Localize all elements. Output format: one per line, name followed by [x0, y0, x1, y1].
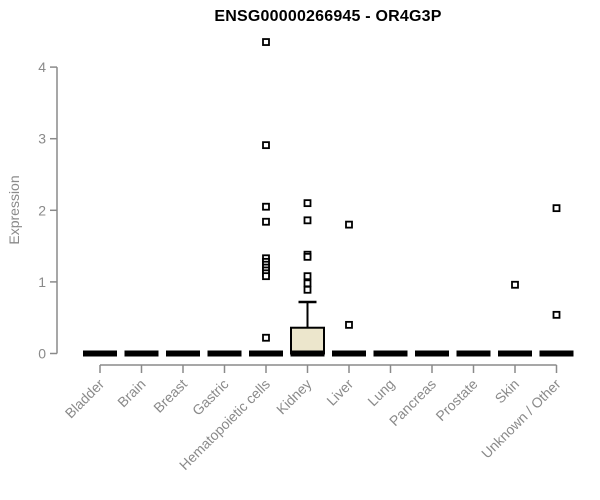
- outlier-point: [552, 310, 561, 319]
- y-tick-label: 2: [38, 202, 46, 218]
- median-bar: [498, 350, 532, 357]
- median-bar: [83, 350, 117, 357]
- x-category-label: Skin: [492, 376, 523, 407]
- y-tick-label: 3: [38, 131, 46, 147]
- outlier-point: [262, 217, 270, 226]
- outlier-point: [262, 38, 270, 46]
- outlier-point: [303, 272, 312, 281]
- median-bar: [207, 350, 242, 357]
- x-category-label: Brain: [114, 376, 148, 410]
- outlier-point: [303, 252, 312, 261]
- y-tick-label: 1: [38, 274, 46, 290]
- median-bar: [166, 350, 200, 357]
- outlier-point: [552, 204, 561, 213]
- y-tick-label: 0: [38, 346, 46, 362]
- outlier-point: [262, 202, 270, 211]
- outlier-point: [345, 220, 353, 229]
- median-bar: [415, 350, 449, 357]
- x-category-label: Liver: [323, 376, 356, 409]
- x-category-label: Bladder: [62, 376, 108, 422]
- outlier-point: [303, 279, 312, 288]
- x-category-label: Breast: [150, 376, 190, 416]
- median-bar: [373, 350, 408, 357]
- y-tick-label: 4: [38, 59, 46, 75]
- outlier-point: [303, 285, 312, 294]
- outlier-point: [511, 280, 519, 289]
- x-category-label: Lung: [364, 376, 397, 409]
- x-category-label: Prostate: [432, 376, 480, 424]
- outlier-point: [262, 272, 270, 281]
- median-bar: [332, 350, 366, 357]
- median-bar: [539, 350, 574, 357]
- x-category-label: Unknown / Other: [478, 376, 564, 462]
- median-bar: [124, 350, 159, 357]
- median-bar: [290, 350, 325, 357]
- outlier-point: [262, 141, 270, 150]
- chart-title: ENSG00000266945 - OR4G3P: [214, 8, 442, 25]
- outlier-point: [303, 216, 312, 225]
- outlier-point: [262, 333, 270, 342]
- outlier-point: [345, 320, 353, 329]
- x-category-label: Kidney: [273, 376, 315, 418]
- outlier-point: [303, 199, 312, 208]
- box: [290, 326, 325, 355]
- median-bar: [249, 350, 283, 357]
- median-bar: [456, 350, 491, 357]
